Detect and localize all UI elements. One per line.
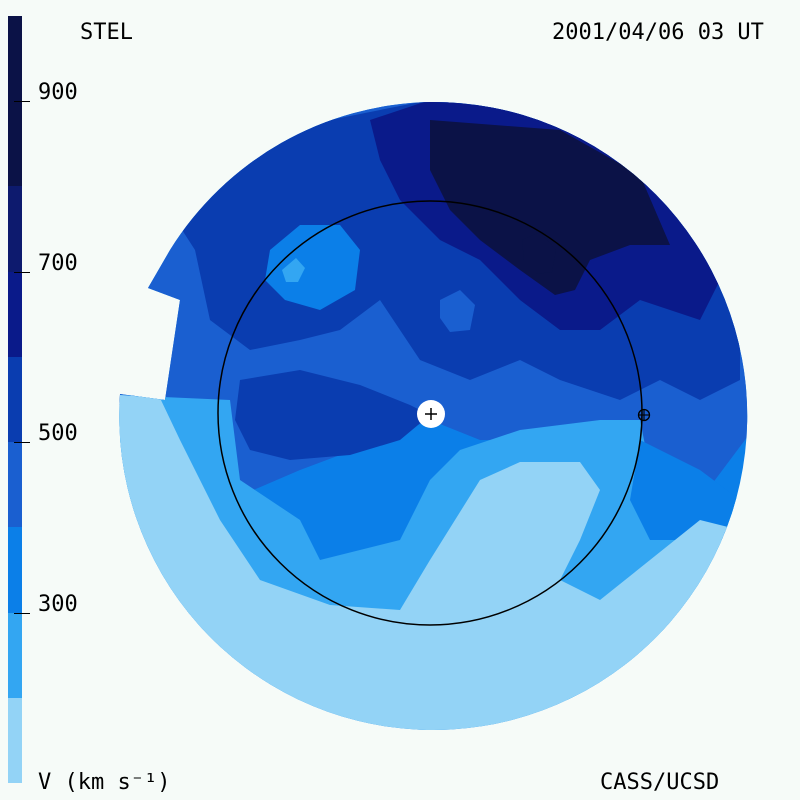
colorbar-tick-label: 500 — [38, 421, 78, 447]
colorbar-tick — [14, 271, 30, 273]
colorbar-band — [8, 271, 22, 357]
colorbar-band — [8, 442, 22, 528]
colorbar-band — [8, 186, 22, 272]
colorbar-tick-label: 900 — [38, 80, 78, 106]
colorbar-band — [8, 356, 22, 443]
region-v900-spot — [522, 232, 556, 274]
sun-icon — [417, 400, 445, 428]
colorbar-tick — [14, 101, 30, 103]
colorbar-band — [8, 16, 22, 102]
velocity-colorbar: 900 700 500 300 — [8, 16, 78, 783]
colorbar-band — [8, 612, 22, 698]
observatory-label: STEL — [80, 20, 133, 45]
colorbar-band — [8, 101, 22, 187]
colorbar-tick-label: 300 — [38, 591, 78, 617]
colorbar-tick — [14, 612, 30, 614]
region-v500-right — [630, 440, 740, 540]
region-v700-tongue — [235, 370, 430, 460]
region-v400-patch — [282, 258, 305, 282]
colorbar-band — [8, 527, 22, 613]
colorbar-tick-label: 700 — [38, 250, 78, 276]
region-v900 — [430, 120, 670, 295]
earth-orbit-circle — [217, 200, 643, 626]
timestamp-label: 2001/04/06 03 UT — [552, 20, 764, 45]
region-v600-patch — [440, 290, 475, 332]
colorbar-tick — [14, 442, 30, 444]
earth-icon — [637, 408, 651, 422]
credit-label: CASS/UCSD — [600, 770, 720, 795]
colorbar-band — [8, 697, 22, 783]
units-label: V (km s⁻¹) — [38, 770, 171, 795]
region-v500-patch — [265, 225, 360, 310]
